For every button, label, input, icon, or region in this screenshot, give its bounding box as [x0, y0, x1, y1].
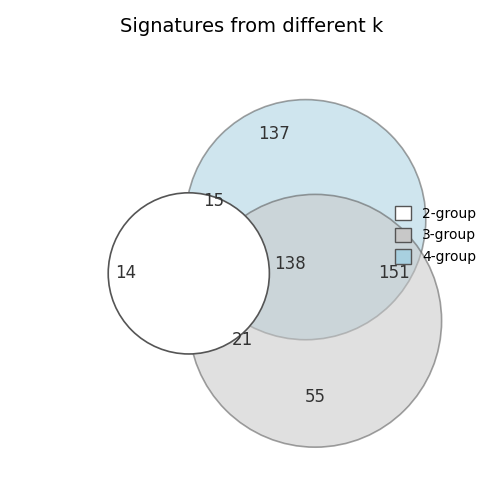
Text: 14: 14	[115, 265, 136, 282]
Text: 55: 55	[305, 388, 326, 406]
Circle shape	[185, 100, 426, 340]
Circle shape	[108, 193, 269, 354]
Text: 151: 151	[379, 265, 410, 282]
Text: 138: 138	[274, 255, 306, 273]
Text: 15: 15	[204, 192, 225, 210]
Text: 21: 21	[232, 331, 253, 349]
Text: 137: 137	[258, 125, 290, 143]
Legend: 2-group, 3-group, 4-group: 2-group, 3-group, 4-group	[389, 200, 482, 270]
Title: Signatures from different k: Signatures from different k	[120, 17, 384, 36]
Circle shape	[189, 195, 442, 447]
